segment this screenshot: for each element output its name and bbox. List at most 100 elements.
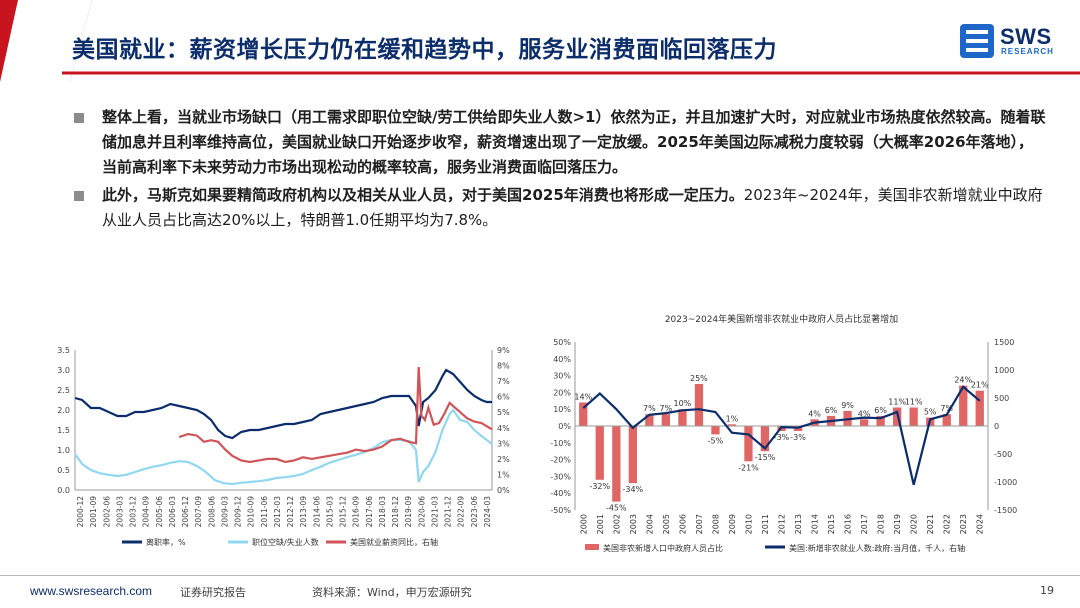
x-tick-label: 2006 — [678, 514, 687, 534]
x-tick-label: 2000 — [579, 514, 588, 534]
y-left-tick-label: 1.5 — [57, 426, 70, 435]
y-left-tick-label: 2.5 — [57, 386, 70, 395]
bar-data-label: 10% — [673, 399, 691, 408]
bullet-list: 整体上看，当就业市场缺口（用工需求即职位空缺/劳工供给即失业人数>1）依然为正，… — [72, 105, 1047, 236]
x-tick-label: 2013 — [794, 514, 803, 534]
bar-data-label: 5% — [924, 408, 937, 417]
bar — [942, 414, 951, 426]
bar — [727, 424, 737, 426]
bar — [711, 426, 720, 435]
x-tick-label: 2024 — [976, 514, 985, 534]
legend-label: 美国就业薪资同比，右轴 — [350, 537, 438, 547]
bar — [744, 426, 753, 462]
x-tick-label: 2008-06 — [207, 496, 216, 528]
x-tick-label: 2001 — [596, 514, 605, 534]
bar-data-label: 7% — [643, 404, 656, 413]
bar-data-label: 9% — [841, 401, 854, 410]
bar-data-label: 1% — [726, 414, 739, 423]
y-left-tick-label: 20% — [553, 388, 571, 397]
series-line-2 — [74, 408, 493, 486]
x-tick-label: 2023 — [959, 514, 968, 534]
footer-url[interactable]: www.swsresearch.com — [30, 584, 153, 598]
bar — [694, 384, 704, 426]
legend-label: 职位空缺/失业人数 — [252, 537, 319, 547]
bar — [760, 426, 770, 452]
series-line-3 — [178, 367, 493, 464]
bar — [975, 390, 984, 426]
x-tick-label: 2014-06 — [312, 496, 321, 528]
x-tick-label: 2015 — [827, 514, 836, 534]
bar-data-label: 24% — [954, 376, 972, 385]
footer-divider — [0, 575, 1080, 576]
x-tick-label: 2000-12 — [76, 496, 85, 528]
bar-data-label: 4% — [858, 409, 871, 418]
bar — [645, 414, 654, 426]
bar-data-label: -15% — [755, 453, 776, 462]
series-line-1 — [74, 368, 492, 440]
x-tick-label: 2018-12 — [391, 496, 400, 528]
x-tick-label: 2012-03 — [273, 496, 282, 528]
x-tick-label: 2007-09 — [194, 496, 203, 528]
bar — [612, 426, 621, 502]
y-right-tick-label: 8% — [497, 362, 510, 371]
left-chart: 0.0 0.5 1.0 1.5 2.0 2.5 3.0 3.5 0% 1% 2% 3% 4% 5% 6% 7%… — [30, 338, 530, 563]
y-left-tick-label: 1.0 — [57, 446, 70, 455]
legend-label: 离职率，% — [146, 537, 186, 547]
bullet-bold-text: 整体上看，当就业市场缺口（用工需求即职位空缺/劳工供给即失业人数>1）依然为正，… — [102, 108, 1046, 176]
y-left-tick-label: 50% — [553, 338, 571, 347]
logo-sub: RESEARCH — [1001, 47, 1054, 56]
page-title: 美国就业：薪资增长压力仍在缓和趋势中，服务业消费面临回落压力 — [72, 37, 777, 63]
bar-data-label: -45% — [606, 504, 627, 513]
y-left-tick-label: -40% — [550, 489, 571, 498]
y-right-tick-label: 0% — [497, 486, 510, 495]
x-tick-label: 2009-03 — [220, 496, 229, 528]
bar-data-label: 6% — [874, 406, 887, 415]
x-tick-label: 2006-12 — [181, 496, 190, 528]
x-tick-label: 2003-12 — [129, 496, 138, 528]
x-tick-label: 2013-09 — [299, 496, 308, 528]
left-chart-svg: 0.0 0.5 1.0 1.5 2.0 2.5 3.0 3.5 0% 1% 2% 3% 4% 5% 6% 7%… — [57, 346, 510, 547]
bar-data-label: 6% — [825, 406, 838, 415]
bullet-item-1: 整体上看，当就业市场缺口（用工需求即职位空缺/劳工供给即失业人数>1）依然为正，… — [72, 105, 1047, 180]
x-tick-label: 2017-06 — [365, 496, 374, 528]
x-tick-label: 2005-06 — [155, 496, 164, 528]
y-left-tick-label: -50% — [550, 506, 571, 515]
x-tick-label: 2018 — [877, 514, 886, 534]
x-tick-label: 2017 — [860, 514, 869, 534]
y-right-tick-label: 7% — [497, 377, 510, 386]
footer-source: 资料来源：Wind，申万宏源研究 — [312, 586, 472, 599]
y-right-tick-label: 4% — [497, 424, 510, 433]
x-tick-label: 2019-09 — [404, 496, 413, 528]
y-right-tick-label: -500 — [994, 450, 1012, 459]
y-right-tick-label: 1500 — [994, 338, 1014, 347]
x-tick-label: 2011 — [761, 514, 770, 534]
x-tick-label: 2015-03 — [325, 496, 334, 528]
x-tick-label: 2020 — [910, 514, 919, 534]
x-tick-label: 2006-03 — [168, 496, 177, 528]
bar-data-label: -34% — [622, 485, 643, 494]
x-tick-label: 2004-09 — [142, 496, 151, 528]
x-tick-label: 2018-03 — [378, 496, 387, 528]
bar-data-label: -32% — [589, 482, 610, 491]
y-left-tick-label: 3.0 — [57, 366, 70, 375]
bar — [628, 426, 637, 484]
bar — [661, 414, 670, 426]
x-tick-label: 2021-03 — [430, 496, 439, 528]
x-tick-label: 2003 — [629, 514, 638, 534]
y-left-tick-label: 10% — [553, 405, 571, 414]
x-tick-label: 2001-09 — [89, 496, 98, 528]
x-tick-label: 2009-12 — [234, 496, 243, 528]
y-right-tick-label: 500 — [994, 394, 1009, 403]
footer-report-label: 证券研究报告 — [180, 586, 246, 599]
x-tick-label: 2003-03 — [115, 496, 124, 528]
bar — [876, 415, 885, 426]
header-decoration — [0, 0, 1080, 82]
y-left-tick-label: 0.0 — [57, 486, 70, 495]
x-tick-label: 2016 — [844, 514, 853, 534]
bullet-item-2: 此外，马斯克如果要精简政府机构以及相关从业人员，对于美国2025年消费也将形成一… — [72, 183, 1047, 233]
x-tick-label: 2022 — [943, 514, 952, 534]
y-right-tick-label: -1000 — [994, 478, 1017, 487]
x-tick-label: 2010 — [744, 514, 753, 534]
x-tick-label: 2022-09 — [457, 496, 466, 528]
bar-data-label: -3% — [774, 433, 790, 442]
